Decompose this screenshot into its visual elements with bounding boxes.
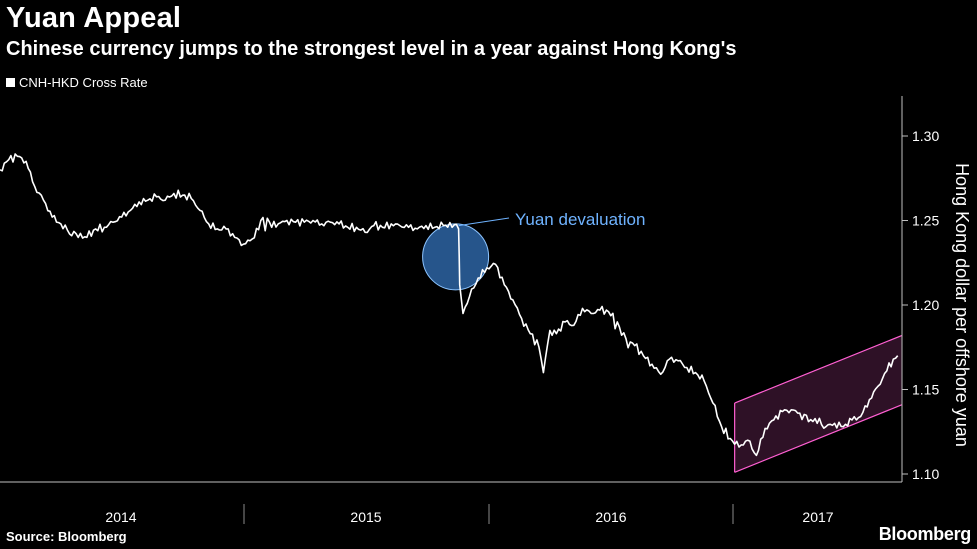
x-tick-label: 2017 <box>802 509 833 525</box>
x-tick-label: 2016 <box>595 509 626 525</box>
x-tick-label: 2015 <box>350 509 381 525</box>
y-tick-label: 1.20 <box>912 297 939 313</box>
axis-layer: 1.30 1.25 1.20 1.15 1.10 2014 2015 2016 2017 <box>0 96 939 525</box>
y-tick-label: 1.10 <box>912 466 939 482</box>
y-tick-label: 1.30 <box>912 128 939 144</box>
channel-fill <box>734 335 902 473</box>
trend-channel <box>734 334 903 473</box>
chart-subtitle: Chinese currency jumps to the strongest … <box>6 38 737 60</box>
annotation-circle-layer <box>422 223 490 291</box>
y-tick-label: 1.25 <box>912 213 939 229</box>
source-note: Source: Bloomberg <box>6 529 127 544</box>
legend-swatch <box>6 78 15 87</box>
legend: CNH-HKD Cross Rate <box>6 75 148 90</box>
series-line-cnh-hkd <box>0 153 899 457</box>
annotation-leader <box>458 217 510 227</box>
series-layer <box>0 153 899 457</box>
bloomberg-logo: Bloomberg <box>878 524 972 544</box>
legend-label: CNH-HKD Cross Rate <box>19 75 148 90</box>
channel-upper-line <box>734 334 903 404</box>
chart-title: Yuan Appeal <box>6 2 182 34</box>
channel-lower-line <box>734 404 903 473</box>
annotation-label: Yuan devaluation <box>515 210 645 229</box>
devaluation-circle <box>422 223 490 291</box>
x-tick-label: 2014 <box>105 509 136 525</box>
y-tick-label: 1.15 <box>912 382 939 398</box>
annotation-layer: Yuan devaluation <box>458 210 645 229</box>
y-axis-label: Hong Kong dollar per offshore yuan <box>952 163 972 447</box>
